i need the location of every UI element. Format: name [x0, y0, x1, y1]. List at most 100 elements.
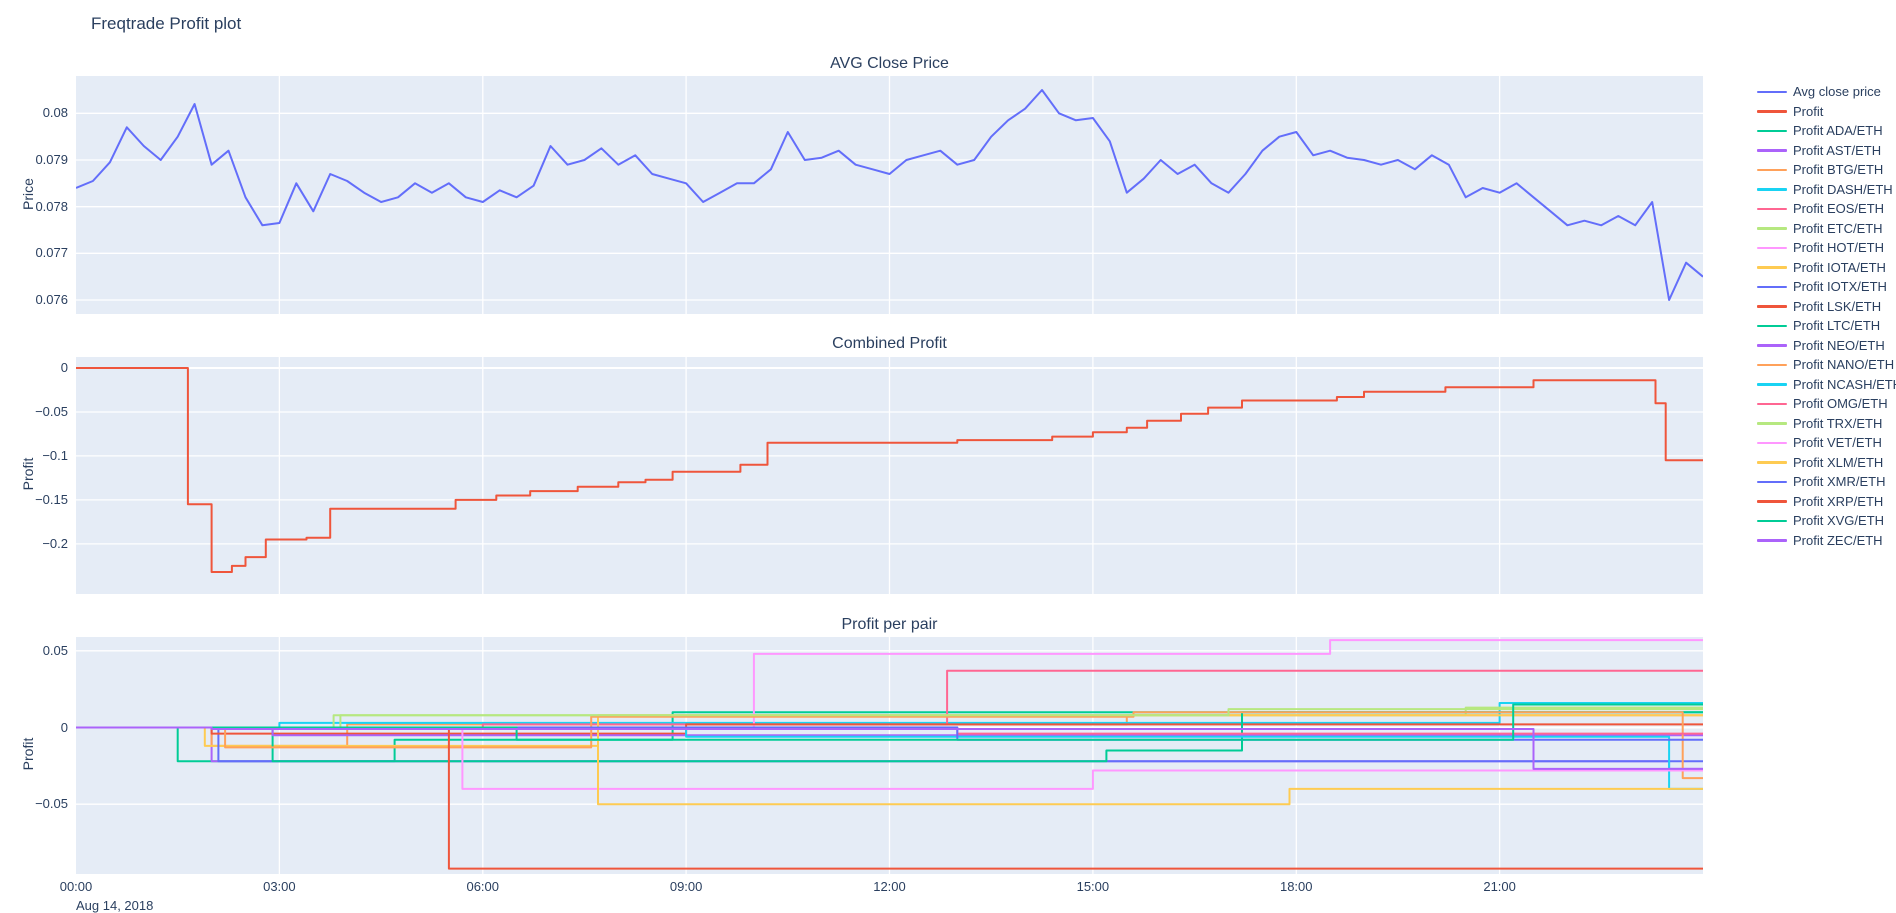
legend-swatch [1757, 363, 1787, 366]
legend-item[interactable]: Profit NCASH/ETH [1757, 375, 1896, 395]
legend-item[interactable]: Profit [1757, 102, 1896, 122]
legend-item[interactable]: Profit HOT/ETH [1757, 238, 1896, 258]
legend-swatch [1757, 110, 1787, 113]
x-tick-label: 09:00 [669, 879, 703, 894]
legend-swatch [1757, 246, 1787, 249]
legend-item[interactable]: Profit VET/ETH [1757, 433, 1896, 453]
legend-item[interactable]: Profit LTC/ETH [1757, 316, 1896, 336]
x-axis-date-label: Aug 14, 2018 [76, 898, 154, 913]
x-tick-label: 15:00 [1076, 879, 1110, 894]
y-tick-label: −0.1 [42, 447, 68, 463]
legend-item[interactable]: Profit OMG/ETH [1757, 394, 1896, 414]
legend-label: Profit [1793, 103, 1824, 119]
legend-item[interactable]: Profit AST/ETH [1757, 141, 1896, 161]
y-tick-label: 0.076 [35, 292, 68, 307]
legend-label: Profit HOT/ETH [1793, 240, 1885, 256]
legend-swatch [1757, 461, 1787, 464]
legend-label: Profit VET/ETH [1793, 435, 1882, 451]
legend-swatch [1757, 500, 1787, 503]
legend-swatch [1757, 539, 1787, 542]
legend-label: Avg close price [1793, 84, 1881, 100]
combined-profit-plot-area[interactable]: Profit [76, 357, 1703, 594]
x-tick-label: 03:00 [263, 879, 296, 894]
legend: Avg close price Profit Profit ADA/ETH Profi… [1757, 82, 1896, 550]
y-tick-label: −0.2 [42, 535, 68, 551]
series-profit[interactable]: Profit [76, 367, 1703, 573]
legend-swatch [1757, 168, 1787, 171]
legend-label: Profit XVG/ETH [1793, 513, 1885, 529]
legend-label: Profit TRX/ETH [1793, 415, 1883, 431]
legend-item[interactable]: Profit EOS/ETH [1757, 199, 1896, 219]
legend-label: Profit IOTX/ETH [1793, 279, 1887, 295]
legend-swatch [1757, 441, 1787, 444]
legend-item[interactable]: Profit TRX/ETH [1757, 414, 1896, 434]
series-avg-close-price[interactable]: Avg close price [76, 89, 1703, 301]
legend-swatch [1757, 305, 1787, 308]
panel-title-combined-profit: Combined Profit [832, 335, 947, 352]
legend-label: Profit EOS/ETH [1793, 201, 1885, 217]
legend-label: Profit ZEC/ETH [1793, 532, 1883, 548]
legend-label: Profit NCASH/ETH [1793, 376, 1896, 392]
x-tick-label: 21:00 [1483, 879, 1516, 894]
legend-item[interactable]: Profit NEO/ETH [1757, 336, 1896, 356]
legend-swatch [1757, 402, 1787, 405]
legend-label: Profit ADA/ETH [1793, 123, 1883, 139]
y-axis-label-profit-combined: Profit [20, 457, 36, 491]
y-tick-label: 0.078 [35, 198, 68, 214]
y-tick-label: 0 [60, 359, 68, 375]
y-tick-label: 0.077 [35, 245, 68, 261]
figure-title: Freqtrade Profit plot [91, 14, 242, 33]
legend-item[interactable]: Profit ZEC/ETH [1757, 531, 1896, 551]
legend-label: Profit XRP/ETH [1793, 493, 1884, 509]
series-profit-zec-eth[interactable]: Profit ZEC/ETH [76, 726, 1703, 770]
avg-close-price-plot-area[interactable]: Avg close price [76, 76, 1703, 314]
legend-swatch [1757, 324, 1787, 327]
legend-label: Profit DASH/ETH [1793, 181, 1893, 197]
x-tick-label: 12:00 [873, 879, 906, 894]
legend-swatch [1757, 90, 1787, 93]
legend-item[interactable]: Profit XMR/ETH [1757, 472, 1896, 492]
legend-swatch [1757, 383, 1787, 386]
legend-swatch [1757, 149, 1787, 152]
legend-label: Profit BTG/ETH [1793, 162, 1884, 178]
legend-item[interactable]: Profit XLM/ETH [1757, 453, 1896, 473]
legend-item[interactable]: Profit ADA/ETH [1757, 121, 1896, 141]
legend-label: Profit OMG/ETH [1793, 396, 1888, 412]
y-tick-label: 0 [60, 719, 68, 735]
legend-label: Profit XLM/ETH [1793, 454, 1884, 470]
series-profit-xvg-eth[interactable]: Profit XVG/ETH [76, 703, 1703, 741]
legend-label: Profit LTC/ETH [1793, 318, 1881, 334]
legend-swatch [1757, 519, 1787, 522]
legend-item[interactable]: Profit LSK/ETH [1757, 297, 1896, 317]
panel-title-profit-per-pair: Profit per pair [841, 616, 938, 633]
y-tick-label: 0.079 [35, 152, 68, 167]
legend-swatch [1757, 266, 1787, 269]
legend-swatch [1757, 207, 1787, 210]
legend-item[interactable]: Profit IOTX/ETH [1757, 277, 1896, 297]
x-tick-label: 00:00 [59, 879, 93, 894]
series-profit-nano-eth[interactable]: Profit NANO/ETH [76, 711, 1703, 780]
legend-item[interactable]: Profit XRP/ETH [1757, 492, 1896, 512]
legend-swatch [1757, 480, 1787, 483]
legend-item[interactable]: Profit BTG/ETH [1757, 160, 1896, 180]
y-tick-label: 0.05 [42, 642, 68, 658]
legend-item[interactable]: Profit IOTA/ETH [1757, 258, 1896, 278]
legend-item[interactable]: Profit NANO/ETH [1757, 355, 1896, 375]
legend-item[interactable]: Profit DASH/ETH [1757, 180, 1896, 200]
panel-title-avg-close-price: AVG Close Price [830, 55, 949, 72]
legend-item[interactable]: Profit ETC/ETH [1757, 219, 1896, 239]
legend-swatch [1757, 227, 1787, 230]
y-tick-label: 0.08 [42, 105, 68, 121]
legend-swatch [1757, 285, 1787, 288]
legend-label: Profit ETC/ETH [1793, 220, 1883, 236]
legend-item[interactable]: Profit XVG/ETH [1757, 511, 1896, 531]
legend-label: Profit IOTA/ETH [1793, 259, 1886, 275]
legend-swatch [1757, 188, 1787, 191]
legend-item[interactable]: Avg close price [1757, 82, 1896, 102]
y-tick-label: −0.05 [35, 796, 68, 812]
legend-label: Profit XMR/ETH [1793, 474, 1886, 490]
legend-swatch [1757, 422, 1787, 425]
legend-swatch [1757, 344, 1787, 347]
